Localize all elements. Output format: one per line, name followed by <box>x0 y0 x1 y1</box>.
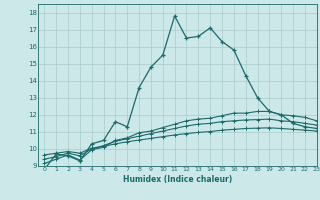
X-axis label: Humidex (Indice chaleur): Humidex (Indice chaleur) <box>123 175 232 184</box>
